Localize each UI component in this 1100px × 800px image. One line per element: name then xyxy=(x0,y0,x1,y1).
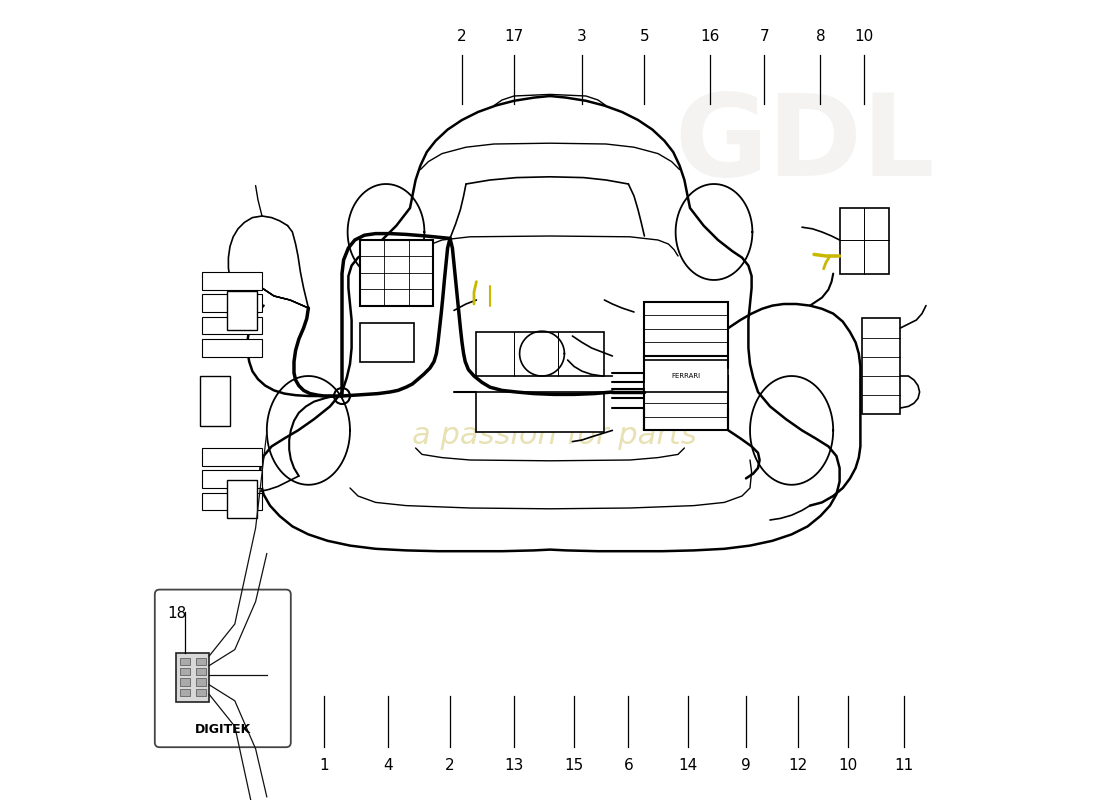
Text: a passion for parts: a passion for parts xyxy=(411,422,696,450)
FancyBboxPatch shape xyxy=(202,294,262,312)
FancyBboxPatch shape xyxy=(645,302,728,356)
Text: 12: 12 xyxy=(789,758,807,774)
FancyBboxPatch shape xyxy=(179,658,190,665)
FancyBboxPatch shape xyxy=(202,470,262,488)
FancyBboxPatch shape xyxy=(179,678,190,686)
Text: 15: 15 xyxy=(564,758,584,774)
FancyBboxPatch shape xyxy=(155,590,290,747)
FancyBboxPatch shape xyxy=(196,668,206,675)
Text: 2: 2 xyxy=(446,758,454,774)
FancyBboxPatch shape xyxy=(202,272,262,290)
Text: 6: 6 xyxy=(624,758,634,774)
Text: 5: 5 xyxy=(639,29,649,44)
Text: 16: 16 xyxy=(701,29,719,44)
FancyBboxPatch shape xyxy=(645,376,728,430)
FancyBboxPatch shape xyxy=(227,291,257,330)
Text: 4: 4 xyxy=(384,758,393,774)
Text: 2: 2 xyxy=(458,29,466,44)
FancyBboxPatch shape xyxy=(176,653,209,702)
FancyBboxPatch shape xyxy=(839,208,889,274)
Text: 13: 13 xyxy=(504,758,524,774)
Text: DIGITEK: DIGITEK xyxy=(195,723,251,736)
FancyBboxPatch shape xyxy=(179,689,190,696)
FancyBboxPatch shape xyxy=(645,360,728,392)
Text: 3: 3 xyxy=(578,29,587,44)
FancyBboxPatch shape xyxy=(199,376,230,426)
FancyBboxPatch shape xyxy=(862,318,901,414)
FancyBboxPatch shape xyxy=(202,448,262,466)
Text: 10: 10 xyxy=(838,758,857,774)
Text: 1: 1 xyxy=(320,758,329,774)
FancyBboxPatch shape xyxy=(202,493,262,510)
FancyBboxPatch shape xyxy=(196,658,206,665)
Text: 14: 14 xyxy=(678,758,697,774)
FancyBboxPatch shape xyxy=(196,689,206,696)
Text: FERRARI: FERRARI xyxy=(671,373,701,379)
FancyBboxPatch shape xyxy=(202,339,262,357)
Text: 9: 9 xyxy=(741,758,751,774)
Text: 8: 8 xyxy=(815,29,825,44)
Text: 17: 17 xyxy=(505,29,524,44)
Text: 11: 11 xyxy=(894,758,913,774)
FancyBboxPatch shape xyxy=(476,392,604,432)
Text: 7: 7 xyxy=(760,29,769,44)
FancyBboxPatch shape xyxy=(476,332,604,376)
Text: 10: 10 xyxy=(854,29,873,44)
FancyBboxPatch shape xyxy=(360,240,433,306)
Text: GDL: GDL xyxy=(674,89,935,199)
Text: 18: 18 xyxy=(167,606,187,622)
FancyBboxPatch shape xyxy=(360,323,414,362)
FancyBboxPatch shape xyxy=(202,317,262,334)
FancyBboxPatch shape xyxy=(179,668,190,675)
FancyBboxPatch shape xyxy=(196,678,206,686)
FancyBboxPatch shape xyxy=(227,480,257,518)
